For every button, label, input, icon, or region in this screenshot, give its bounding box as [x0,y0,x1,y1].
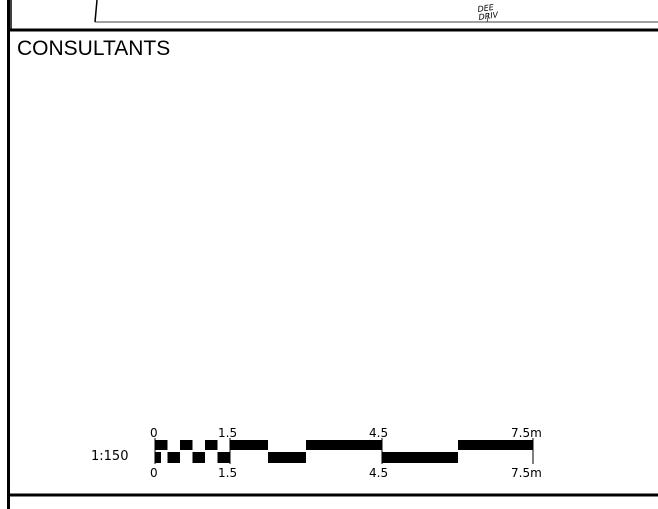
top-fragment-line2: DRIV [478,10,499,22]
scale-fine-segments [155,440,230,463]
top-fragment-line1: DEE [477,3,495,14]
scale-bottom-label-1: 1.5 [218,466,237,480]
scale-top-label-3: 7.5m [511,426,542,440]
scale-top-label-2: 4.5 [369,426,388,440]
scale-coarse-segments [230,440,533,463]
scale-bottom-label-2: 4.5 [369,466,388,480]
panel-divider-vertical-2 [94,0,98,23]
scale-bar: 1:150 0 1.5 4.5 7.5m 0 1.5 4.5 7.5m [91,426,542,480]
scale-top-label-0: 0 [150,426,158,440]
fragment-divider [486,12,490,23]
scale-top-label-1: 1.5 [218,426,237,440]
scale-ratio-label: 1:150 [91,449,128,464]
scale-bottom-label-0: 0 [150,466,158,480]
section-title: CONSULTANTS [17,37,171,60]
scale-bottom-label-3: 7.5m [511,466,542,480]
